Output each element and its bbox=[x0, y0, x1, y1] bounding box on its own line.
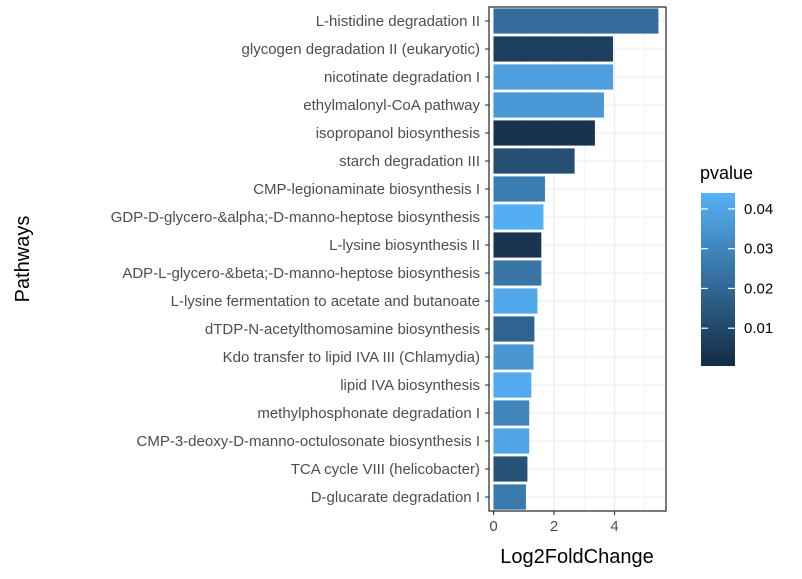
bar bbox=[493, 120, 595, 146]
y-tick-label: L-lysine fermentation to acetate and but… bbox=[171, 293, 480, 310]
x-tick-label: 0 bbox=[489, 518, 497, 535]
bar bbox=[493, 148, 575, 174]
y-tick-label: glycogen degradation II (eukaryotic) bbox=[242, 41, 480, 58]
bar bbox=[493, 8, 659, 34]
x-tick-label: 4 bbox=[610, 518, 618, 535]
y-tick-label: methylphosphonate degradation I bbox=[257, 405, 480, 422]
plot-panel-border bbox=[488, 6, 667, 512]
bar bbox=[493, 484, 526, 510]
x-tick-label: 2 bbox=[550, 518, 558, 535]
y-tick-label: Kdo transfer to lipid IVA III (Chlamydia… bbox=[223, 349, 480, 366]
x-axis-ticks: 0 2 4 bbox=[489, 511, 619, 535]
legend-tick-label: 0.01 bbox=[744, 320, 773, 337]
y-tick-label: ethylmalonyl-CoA pathway bbox=[303, 97, 480, 114]
bar bbox=[493, 204, 544, 230]
bars bbox=[493, 8, 659, 510]
y-tick-label: CMP-legionaminate biosynthesis I bbox=[253, 181, 480, 198]
legend-tick-label: 0.02 bbox=[744, 280, 773, 297]
legend-tick-label: 0.04 bbox=[744, 201, 773, 218]
y-tick-label: L-lysine biosynthesis II bbox=[329, 237, 480, 254]
y-tick-label: nicotinate degradation I bbox=[324, 69, 480, 86]
legend-colorbar bbox=[701, 193, 735, 366]
y-tick-label: CMP-3-deoxy-D-manno-octulosonate biosynt… bbox=[137, 433, 480, 450]
y-tick-label: GDP-D-glycero-&alpha;-D-manno-heptose bi… bbox=[111, 209, 480, 226]
bar bbox=[493, 372, 532, 398]
legend-tick-label: 0.03 bbox=[744, 241, 773, 258]
y-tick-label: lipid IVA biosynthesis bbox=[340, 377, 480, 394]
bar bbox=[493, 344, 534, 370]
y-tick-label: dTDP-N-acetylthomosamine biosynthesis bbox=[205, 321, 480, 338]
bar bbox=[493, 260, 542, 286]
y-tick-label: isopropanol biosynthesis bbox=[316, 125, 480, 142]
x-axis-title: Log2FoldChange bbox=[500, 546, 653, 568]
bar bbox=[493, 176, 545, 202]
legend-title: pvalue bbox=[700, 163, 753, 183]
y-tick-label: ADP-L-glycero-&beta;-D-manno-heptose bio… bbox=[122, 265, 480, 282]
bar bbox=[493, 428, 530, 454]
bar bbox=[493, 64, 614, 90]
bar bbox=[493, 232, 542, 258]
bar bbox=[493, 36, 614, 62]
y-tick-label: starch degradation III bbox=[339, 153, 480, 170]
bar bbox=[493, 92, 604, 118]
bar bbox=[493, 400, 530, 426]
bar bbox=[493, 456, 528, 482]
y-tick-label: L-histidine degradation II bbox=[316, 13, 480, 30]
legend-ticks: 0.01 0.02 0.03 0.04 bbox=[701, 201, 773, 337]
bar bbox=[493, 316, 535, 342]
color-legend: pvalue 0.01 0.02 0.03 0.04 bbox=[700, 163, 773, 366]
y-axis-title: Pathways bbox=[12, 216, 34, 303]
y-tick-label: D-glucarate degradation I bbox=[311, 489, 480, 506]
bar bbox=[493, 288, 538, 314]
y-tick-label: TCA cycle VIII (helicobacter) bbox=[291, 461, 480, 478]
y-tick-labels: L-histidine degradation II glycogen degra… bbox=[111, 13, 489, 506]
